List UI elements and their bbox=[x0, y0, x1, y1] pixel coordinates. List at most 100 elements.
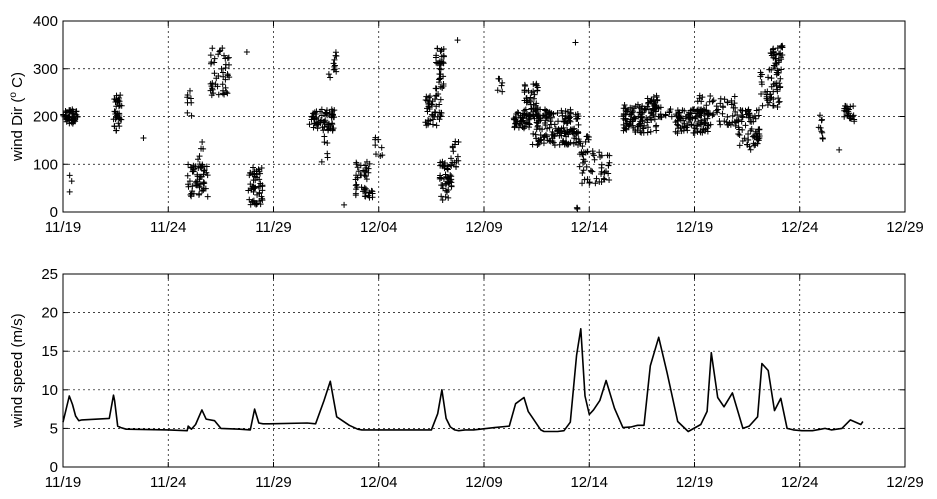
data-point bbox=[361, 186, 368, 193]
data-point bbox=[673, 111, 680, 118]
data-point bbox=[575, 121, 582, 128]
data-point bbox=[556, 132, 563, 139]
data-point bbox=[442, 171, 449, 178]
data-point bbox=[606, 159, 613, 166]
data-point bbox=[319, 124, 326, 131]
data-point bbox=[113, 127, 120, 134]
data-point bbox=[739, 126, 746, 133]
data-point bbox=[699, 129, 706, 136]
data-point bbox=[211, 59, 218, 66]
data-point bbox=[250, 164, 257, 171]
data-point bbox=[203, 163, 210, 170]
x-tick-label: 11/24 bbox=[150, 474, 186, 491]
data-point bbox=[755, 135, 762, 142]
data-point bbox=[622, 117, 629, 124]
data-point bbox=[679, 123, 686, 130]
data-point bbox=[544, 125, 551, 132]
data-point bbox=[436, 101, 443, 108]
data-point bbox=[754, 140, 761, 147]
x-tick-label: 12/19 bbox=[676, 219, 714, 236]
data-point bbox=[62, 112, 69, 119]
data-point bbox=[731, 93, 738, 100]
x-tick-label: 12/04 bbox=[360, 474, 398, 491]
data-point bbox=[747, 146, 754, 153]
data-point bbox=[369, 190, 376, 197]
data-point bbox=[450, 148, 457, 155]
data-point bbox=[625, 122, 632, 129]
data-point bbox=[436, 79, 443, 86]
data-point bbox=[204, 172, 211, 179]
data-point bbox=[186, 87, 193, 94]
data-point bbox=[425, 101, 432, 108]
data-point bbox=[424, 97, 431, 104]
data-point bbox=[631, 114, 638, 121]
data-point bbox=[567, 106, 574, 113]
data-point bbox=[620, 121, 627, 128]
data-point bbox=[204, 193, 211, 200]
data-point bbox=[606, 176, 613, 183]
data-point bbox=[846, 115, 853, 122]
data-point bbox=[438, 58, 445, 65]
data-point bbox=[207, 52, 214, 59]
data-point bbox=[530, 130, 537, 137]
data-point bbox=[735, 130, 742, 137]
data-point bbox=[694, 128, 701, 135]
data-point bbox=[775, 70, 782, 77]
data-point bbox=[845, 110, 852, 117]
data-point bbox=[194, 171, 201, 178]
data-point bbox=[441, 162, 448, 169]
data-point bbox=[434, 45, 441, 52]
data-point bbox=[64, 109, 71, 116]
data-point bbox=[211, 55, 218, 62]
data-point bbox=[768, 75, 775, 82]
wind-direction-points bbox=[60, 37, 858, 213]
data-point bbox=[573, 129, 580, 136]
data-point bbox=[639, 103, 646, 110]
data-point bbox=[752, 128, 759, 135]
data-point bbox=[816, 112, 823, 119]
data-point bbox=[637, 109, 644, 116]
data-point bbox=[644, 119, 651, 126]
data-point bbox=[111, 96, 118, 103]
data-point bbox=[423, 93, 430, 100]
data-point bbox=[196, 161, 203, 168]
data-point bbox=[732, 104, 739, 111]
data-point bbox=[259, 195, 266, 202]
data-point bbox=[551, 133, 558, 140]
data-point bbox=[379, 152, 386, 159]
data-point bbox=[222, 84, 229, 91]
data-point bbox=[444, 163, 451, 170]
data-point bbox=[644, 129, 651, 136]
data-point bbox=[362, 190, 369, 197]
data-point bbox=[433, 92, 440, 99]
data-point bbox=[842, 102, 849, 109]
data-point bbox=[323, 109, 330, 116]
x-tick-label: 11/19 bbox=[45, 219, 81, 236]
data-point bbox=[184, 172, 191, 179]
data-point bbox=[353, 172, 360, 179]
data-point bbox=[362, 162, 369, 169]
data-point bbox=[657, 111, 664, 118]
data-point bbox=[745, 136, 752, 143]
data-point bbox=[220, 73, 227, 80]
data-point bbox=[527, 101, 534, 108]
data-point bbox=[448, 173, 455, 180]
wind-direction-axis-label: wind Dir (o C) bbox=[8, 72, 26, 162]
data-point bbox=[434, 113, 441, 120]
data-point bbox=[559, 137, 566, 144]
data-point bbox=[216, 48, 223, 55]
data-point bbox=[249, 171, 256, 178]
data-point bbox=[778, 54, 785, 61]
data-point bbox=[114, 98, 121, 105]
data-point bbox=[67, 106, 74, 113]
data-point bbox=[666, 109, 673, 116]
data-point bbox=[675, 125, 682, 132]
data-point bbox=[707, 93, 714, 100]
data-point bbox=[627, 118, 634, 125]
y-tick-label: 200 bbox=[33, 109, 58, 126]
data-point bbox=[372, 142, 379, 149]
data-point bbox=[598, 178, 605, 185]
data-point bbox=[771, 51, 778, 58]
data-point bbox=[539, 126, 546, 133]
data-point bbox=[774, 104, 781, 111]
